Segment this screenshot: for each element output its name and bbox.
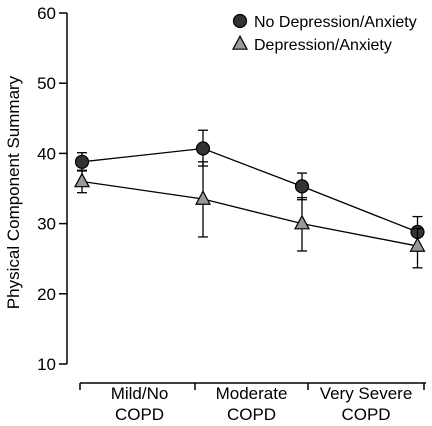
data-point [194,189,212,205]
x-category-label: COPD [115,405,164,424]
series-line [81,180,418,247]
legend: No Depression/Anxiety Depression/Anxiety [231,13,417,54]
x-category-label: Moderate [216,384,288,403]
data-point [293,214,311,230]
series-layer [73,129,426,269]
data-point [73,172,91,188]
x-category-label: COPD [227,405,276,424]
y-tick-label: 60 [37,4,56,23]
y-tick-label: 30 [37,215,56,234]
data-point [195,141,211,156]
y-tick-label: 10 [37,355,56,374]
series-no-depression [74,129,425,249]
y-tick-label: 40 [37,144,56,163]
y-tick-label: 20 [37,285,56,304]
legend-label: Depression/Anxiety [254,37,392,54]
legend-item: No Depression/Anxiety [232,13,417,31]
x-category-label: Very Severe [320,384,413,403]
y-tick-label: 50 [37,74,56,93]
axes: 10 20 30 40 50 60 Physical Component Summary Mi… [4,4,426,424]
legend-circle-icon [232,13,248,29]
y-axis-title: Physical Component Summary [4,75,23,309]
legend-triangle-icon [231,34,249,50]
series-line [81,147,418,233]
x-category-label: COPD [341,405,390,424]
legend-item: Depression/Anxiety [231,34,392,54]
series-depression [73,161,426,269]
data-point [74,154,90,169]
data-point [409,236,426,252]
x-category-label: Mild/No [111,384,169,403]
legend-label: No Depression/Anxiety [254,14,417,31]
data-point [294,179,310,194]
